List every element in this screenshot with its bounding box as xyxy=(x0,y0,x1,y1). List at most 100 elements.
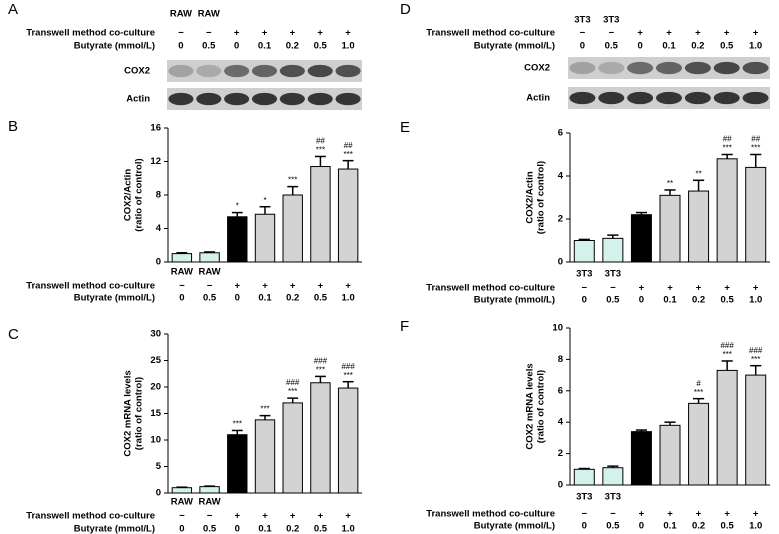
blot-band xyxy=(627,61,654,75)
row-value: 0.2 xyxy=(692,521,705,532)
row-label: Butyrate (mmol/L) xyxy=(74,41,155,52)
significance-label: *** xyxy=(343,150,352,159)
row-value: 0.2 xyxy=(286,41,299,52)
significance-label: *** xyxy=(260,405,269,414)
y-axis-label: COX2 mRNA levels xyxy=(123,370,134,456)
row-value: − xyxy=(207,281,213,292)
band-label: Actin xyxy=(126,94,150,105)
row-label: Transwell method co-culture xyxy=(426,283,555,294)
y-tick-label: 0 xyxy=(156,488,161,499)
row-value: + xyxy=(639,283,645,294)
row-value: 0 xyxy=(179,293,184,304)
x-tick-label: 3T3 xyxy=(605,492,621,503)
bar xyxy=(254,419,276,494)
row-value: + xyxy=(696,509,702,520)
row-value: 0.5 xyxy=(314,41,328,52)
blot-band xyxy=(224,92,250,106)
significance-label: ** xyxy=(667,179,673,188)
row-value: + xyxy=(317,28,323,39)
row-value: + xyxy=(235,511,241,522)
y-axis-label: COX2/Actin xyxy=(123,169,134,221)
panel-letter: F xyxy=(400,318,409,335)
significance-label: *** xyxy=(343,371,352,380)
blot-band xyxy=(307,64,333,78)
row-value: + xyxy=(667,509,673,520)
blot-band xyxy=(251,92,278,106)
row-value: 0.5 xyxy=(606,295,620,306)
lane-label: RAW xyxy=(170,9,192,20)
significance-label: *** xyxy=(722,350,731,359)
row-value: − xyxy=(178,28,184,39)
significance-label: ## xyxy=(316,137,325,146)
bar xyxy=(716,369,738,486)
row-value: 0 xyxy=(582,521,587,532)
row-value: 0 xyxy=(637,41,642,52)
row-value: − xyxy=(179,281,185,292)
row-value: − xyxy=(610,509,616,520)
row-value: 1.0 xyxy=(749,41,762,52)
row-value: 0.2 xyxy=(286,524,299,534)
blot-band xyxy=(684,91,711,105)
row-value: 0 xyxy=(582,295,587,306)
lane-label: 3T3 xyxy=(603,15,619,26)
bar xyxy=(688,402,710,486)
significance-label: *** xyxy=(751,355,760,364)
panel-letter: E xyxy=(400,119,410,136)
blot-band xyxy=(684,61,711,75)
row-value: 0.1 xyxy=(258,524,272,534)
bar xyxy=(199,486,220,494)
row-value: + xyxy=(234,28,240,39)
row-value: 0.5 xyxy=(202,41,216,52)
x-tick-label: 3T3 xyxy=(576,269,592,280)
significance-label: *** xyxy=(288,176,297,185)
y-tick-label: 8 xyxy=(156,190,161,201)
y-tick-label: 6 xyxy=(558,385,563,396)
significance-label: ** xyxy=(695,169,701,178)
band-label: Actin xyxy=(526,93,550,104)
significance-label: ### xyxy=(286,378,300,387)
y-tick-label: 12 xyxy=(150,156,161,167)
bar xyxy=(199,252,220,263)
blot-band xyxy=(251,64,278,78)
y-tick-label: 8 xyxy=(558,354,563,365)
y-tick-label: 30 xyxy=(150,329,161,340)
blot-band xyxy=(598,91,625,105)
row-value: + xyxy=(262,281,268,292)
x-tick-label: 3T3 xyxy=(576,492,592,503)
row-value: + xyxy=(290,511,296,522)
significance-label: *** xyxy=(316,366,325,375)
bar xyxy=(171,253,193,263)
row-value: + xyxy=(290,281,296,292)
panel-letter: B xyxy=(8,118,18,135)
band-label: COX2 xyxy=(524,63,550,74)
row-value: 0 xyxy=(179,524,184,534)
blot-band xyxy=(168,92,194,106)
y-tick-label: 0 xyxy=(558,257,563,268)
row-value: + xyxy=(753,509,759,520)
row-label: Butyrate (mmol/L) xyxy=(474,41,555,52)
x-tick-label: RAW xyxy=(198,267,220,278)
y-axis-label: (ratio of control) xyxy=(134,377,145,450)
row-label: Transwell method co-culture xyxy=(26,511,155,522)
y-axis-label: (ratio of control) xyxy=(134,158,145,231)
row-value: + xyxy=(724,28,730,39)
row-value: 0 xyxy=(178,41,183,52)
row-value: 0.1 xyxy=(662,41,676,52)
row-value: 0.5 xyxy=(721,521,735,532)
bar xyxy=(310,166,331,263)
row-value: + xyxy=(666,28,672,39)
row-value: − xyxy=(580,28,586,39)
row-value: − xyxy=(179,511,185,522)
significance-label: ## xyxy=(344,141,353,150)
row-value: + xyxy=(262,28,268,39)
row-value: + xyxy=(753,283,759,294)
row-value: 0.1 xyxy=(663,521,677,532)
y-tick-label: 16 xyxy=(150,123,161,134)
y-tick-label: 5 xyxy=(156,461,162,472)
row-value: + xyxy=(235,281,241,292)
panel-letter: C xyxy=(8,326,19,343)
significance-label: ## xyxy=(723,135,732,144)
row-value: − xyxy=(582,509,588,520)
blot-band xyxy=(742,91,769,105)
